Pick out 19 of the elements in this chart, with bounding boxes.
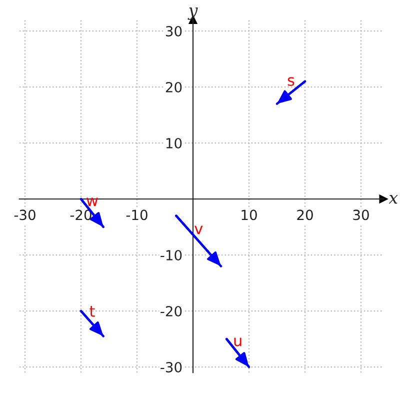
- series-label: w: [86, 198, 98, 206]
- x-tick-label: 30: [353, 210, 369, 220]
- x-tick-label: -20: [70, 210, 92, 220]
- y-tick-label: -30: [160, 362, 182, 372]
- y-tick-label: 10: [166, 138, 182, 148]
- y-tick-label: -20: [160, 306, 182, 316]
- y-axis-title: y: [188, 7, 198, 20]
- y-tick-label: -10: [160, 250, 182, 260]
- x-axis-title: x: [388, 194, 398, 204]
- series-label: v: [194, 226, 203, 234]
- y-tick-label: 30: [166, 26, 182, 36]
- y-tick-label: 20: [166, 82, 182, 92]
- series-label: u: [234, 338, 242, 346]
- x-tick-label: -10: [126, 210, 148, 220]
- x-tick-label: 10: [242, 210, 257, 220]
- series-label: s: [288, 77, 294, 86]
- x-tick-label: 20: [297, 210, 313, 220]
- series-label: t: [90, 306, 95, 317]
- x-tick-label: -30: [14, 210, 36, 220]
